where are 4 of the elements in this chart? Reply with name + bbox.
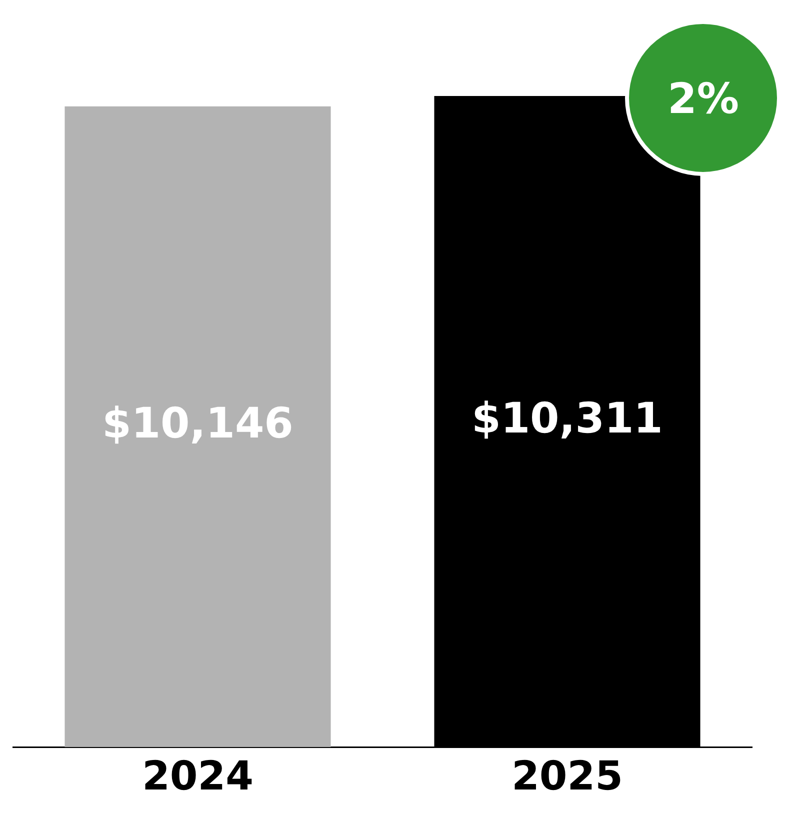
x-tick-label: 2024 bbox=[142, 753, 254, 800]
data-label: $10,146 bbox=[102, 398, 294, 448]
x-tick-label: 2025 bbox=[512, 753, 623, 800]
data-label: $10,311 bbox=[472, 393, 663, 442]
